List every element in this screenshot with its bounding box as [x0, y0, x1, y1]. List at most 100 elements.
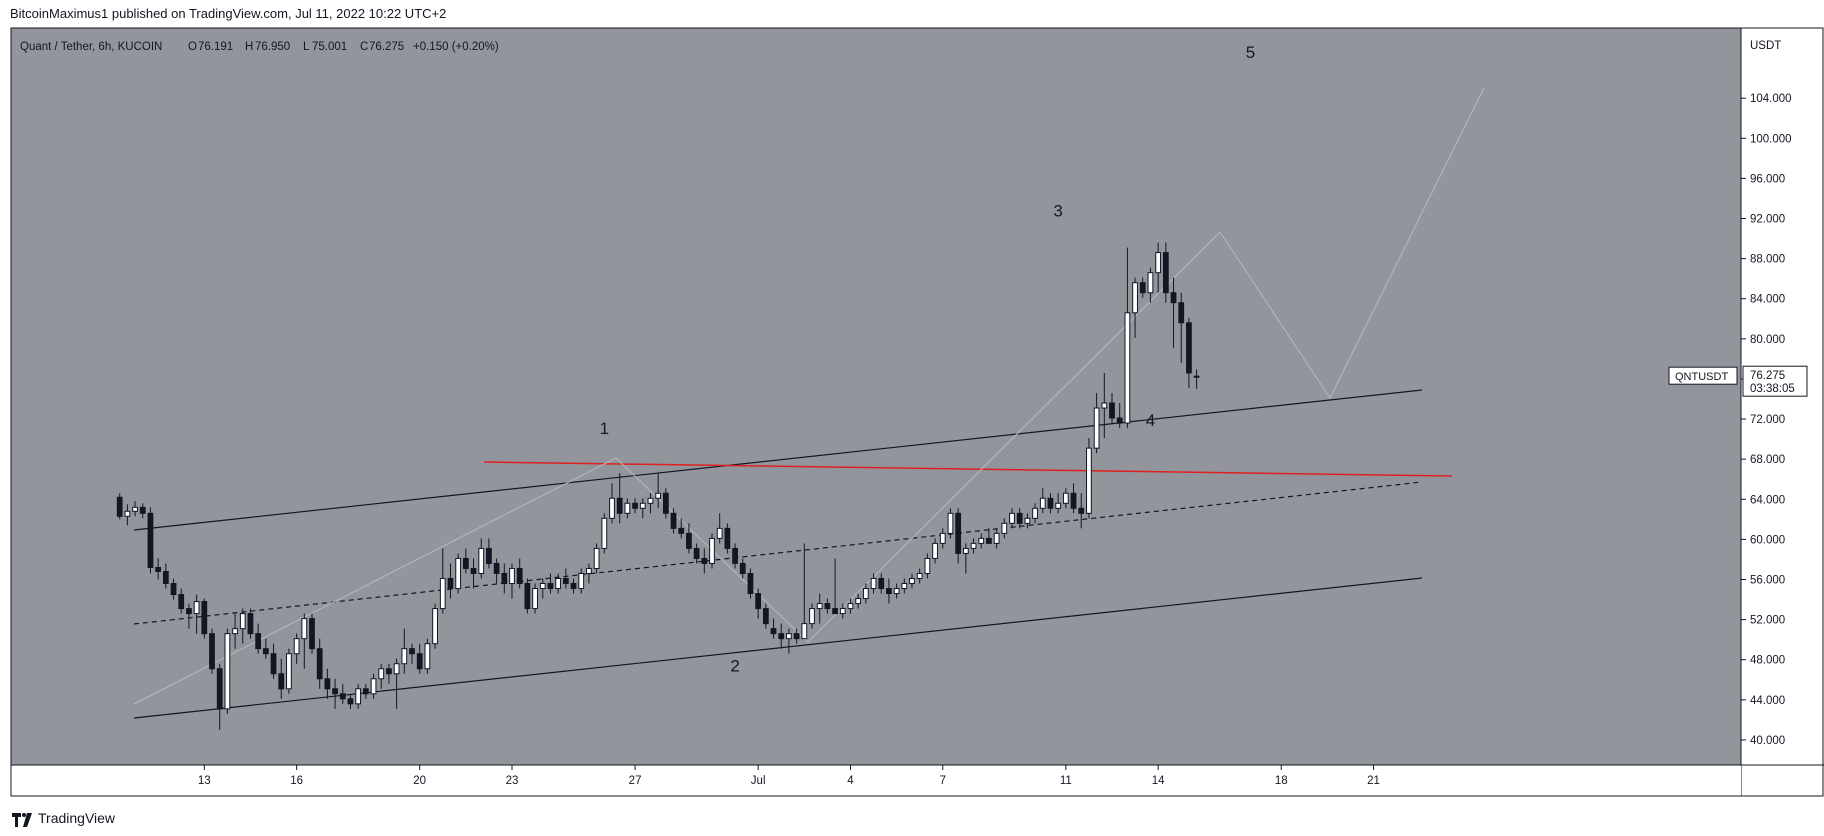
candle[interactable] — [493, 558, 500, 584]
candle[interactable] — [301, 613, 308, 669]
candle[interactable] — [647, 493, 654, 514]
candle[interactable] — [416, 643, 423, 674]
candle[interactable] — [362, 683, 369, 699]
candle[interactable] — [216, 663, 223, 730]
candle[interactable] — [1055, 493, 1062, 514]
candle[interactable] — [1001, 518, 1008, 539]
candle[interactable] — [578, 568, 585, 594]
candle[interactable] — [593, 543, 600, 574]
candle[interactable] — [1139, 277, 1146, 298]
candle[interactable] — [347, 693, 354, 709]
candle[interactable] — [547, 573, 554, 594]
candle[interactable] — [762, 603, 769, 629]
candle[interactable] — [870, 573, 877, 594]
candle[interactable] — [1062, 488, 1069, 509]
candle[interactable] — [801, 543, 808, 640]
candle[interactable] — [978, 533, 985, 549]
candle[interactable] — [316, 638, 323, 689]
candle[interactable] — [1186, 317, 1192, 388]
candle[interactable] — [255, 623, 262, 654]
candle[interactable] — [1009, 508, 1015, 529]
candle[interactable] — [655, 473, 662, 509]
candle[interactable] — [170, 578, 177, 600]
candle[interactable] — [855, 593, 862, 609]
candle[interactable] — [878, 573, 885, 594]
candle[interactable] — [778, 623, 785, 649]
candle[interactable] — [839, 603, 846, 619]
candle[interactable] — [139, 503, 146, 519]
candle[interactable] — [478, 538, 485, 579]
candle[interactable] — [262, 638, 269, 659]
candle[interactable] — [532, 583, 538, 614]
resistance-line[interactable] — [483, 461, 1453, 477]
candle[interactable] — [947, 508, 954, 539]
tradingview-brand[interactable]: TradingView — [38, 810, 116, 826]
candle[interactable] — [793, 628, 800, 644]
candle[interactable] — [455, 553, 462, 594]
candle[interactable] — [424, 638, 431, 674]
candle[interactable] — [709, 533, 715, 569]
candle[interactable] — [1093, 392, 1100, 454]
candle[interactable] — [324, 668, 331, 699]
candle[interactable] — [1078, 493, 1085, 529]
candle[interactable] — [286, 648, 292, 694]
candle[interactable] — [132, 501, 138, 517]
elliott-wave-path[interactable] — [133, 87, 1485, 705]
candle[interactable] — [232, 613, 238, 649]
candle[interactable] — [909, 573, 915, 589]
candle[interactable] — [993, 528, 1000, 549]
candle[interactable] — [401, 628, 408, 674]
candle[interactable] — [1070, 483, 1077, 514]
candle[interactable] — [739, 558, 746, 579]
candle[interactable] — [309, 613, 315, 654]
candle[interactable] — [939, 528, 946, 549]
candle[interactable] — [686, 523, 692, 554]
candle[interactable] — [386, 663, 392, 684]
candle[interactable] — [1155, 242, 1162, 293]
candle[interactable] — [916, 568, 923, 584]
candle[interactable] — [893, 583, 900, 599]
candle[interactable] — [886, 578, 892, 604]
candle[interactable] — [1162, 242, 1169, 303]
candle[interactable] — [847, 598, 854, 614]
candle[interactable] — [539, 578, 546, 599]
candle[interactable] — [393, 658, 400, 709]
candle[interactable] — [1109, 392, 1115, 424]
candle[interactable] — [832, 558, 838, 615]
candle[interactable] — [1039, 488, 1046, 514]
candle[interactable] — [901, 578, 908, 594]
candle[interactable] — [1116, 403, 1123, 429]
candle[interactable] — [332, 678, 338, 709]
candle[interactable] — [1170, 277, 1177, 348]
candle[interactable] — [1178, 292, 1185, 363]
candle[interactable] — [370, 673, 377, 699]
candle[interactable] — [962, 543, 969, 574]
candle[interactable] — [824, 598, 831, 614]
candle[interactable] — [701, 548, 708, 574]
candle[interactable] — [147, 507, 154, 574]
candle[interactable] — [270, 643, 277, 679]
candle[interactable] — [201, 598, 208, 639]
candle[interactable] — [786, 628, 792, 654]
candle[interactable] — [616, 473, 623, 524]
candle[interactable] — [516, 558, 523, 589]
candle[interactable] — [116, 493, 123, 520]
candle[interactable] — [447, 563, 454, 599]
channel-lower-line[interactable] — [133, 577, 1423, 719]
candle[interactable] — [970, 538, 977, 554]
candle[interactable] — [501, 563, 508, 594]
candle[interactable] — [555, 573, 562, 594]
tradingview-logo-icon[interactable] — [12, 813, 34, 827]
candle[interactable] — [1124, 247, 1131, 429]
candle[interactable] — [378, 663, 385, 689]
candle[interactable] — [186, 603, 192, 629]
candle[interactable] — [293, 633, 300, 664]
candle[interactable] — [1086, 438, 1092, 519]
candle[interactable] — [486, 538, 492, 569]
candle[interactable] — [247, 608, 254, 639]
candle[interactable] — [639, 498, 646, 519]
candle[interactable] — [924, 553, 931, 579]
candle[interactable] — [670, 508, 677, 534]
candle[interactable] — [193, 594, 200, 634]
